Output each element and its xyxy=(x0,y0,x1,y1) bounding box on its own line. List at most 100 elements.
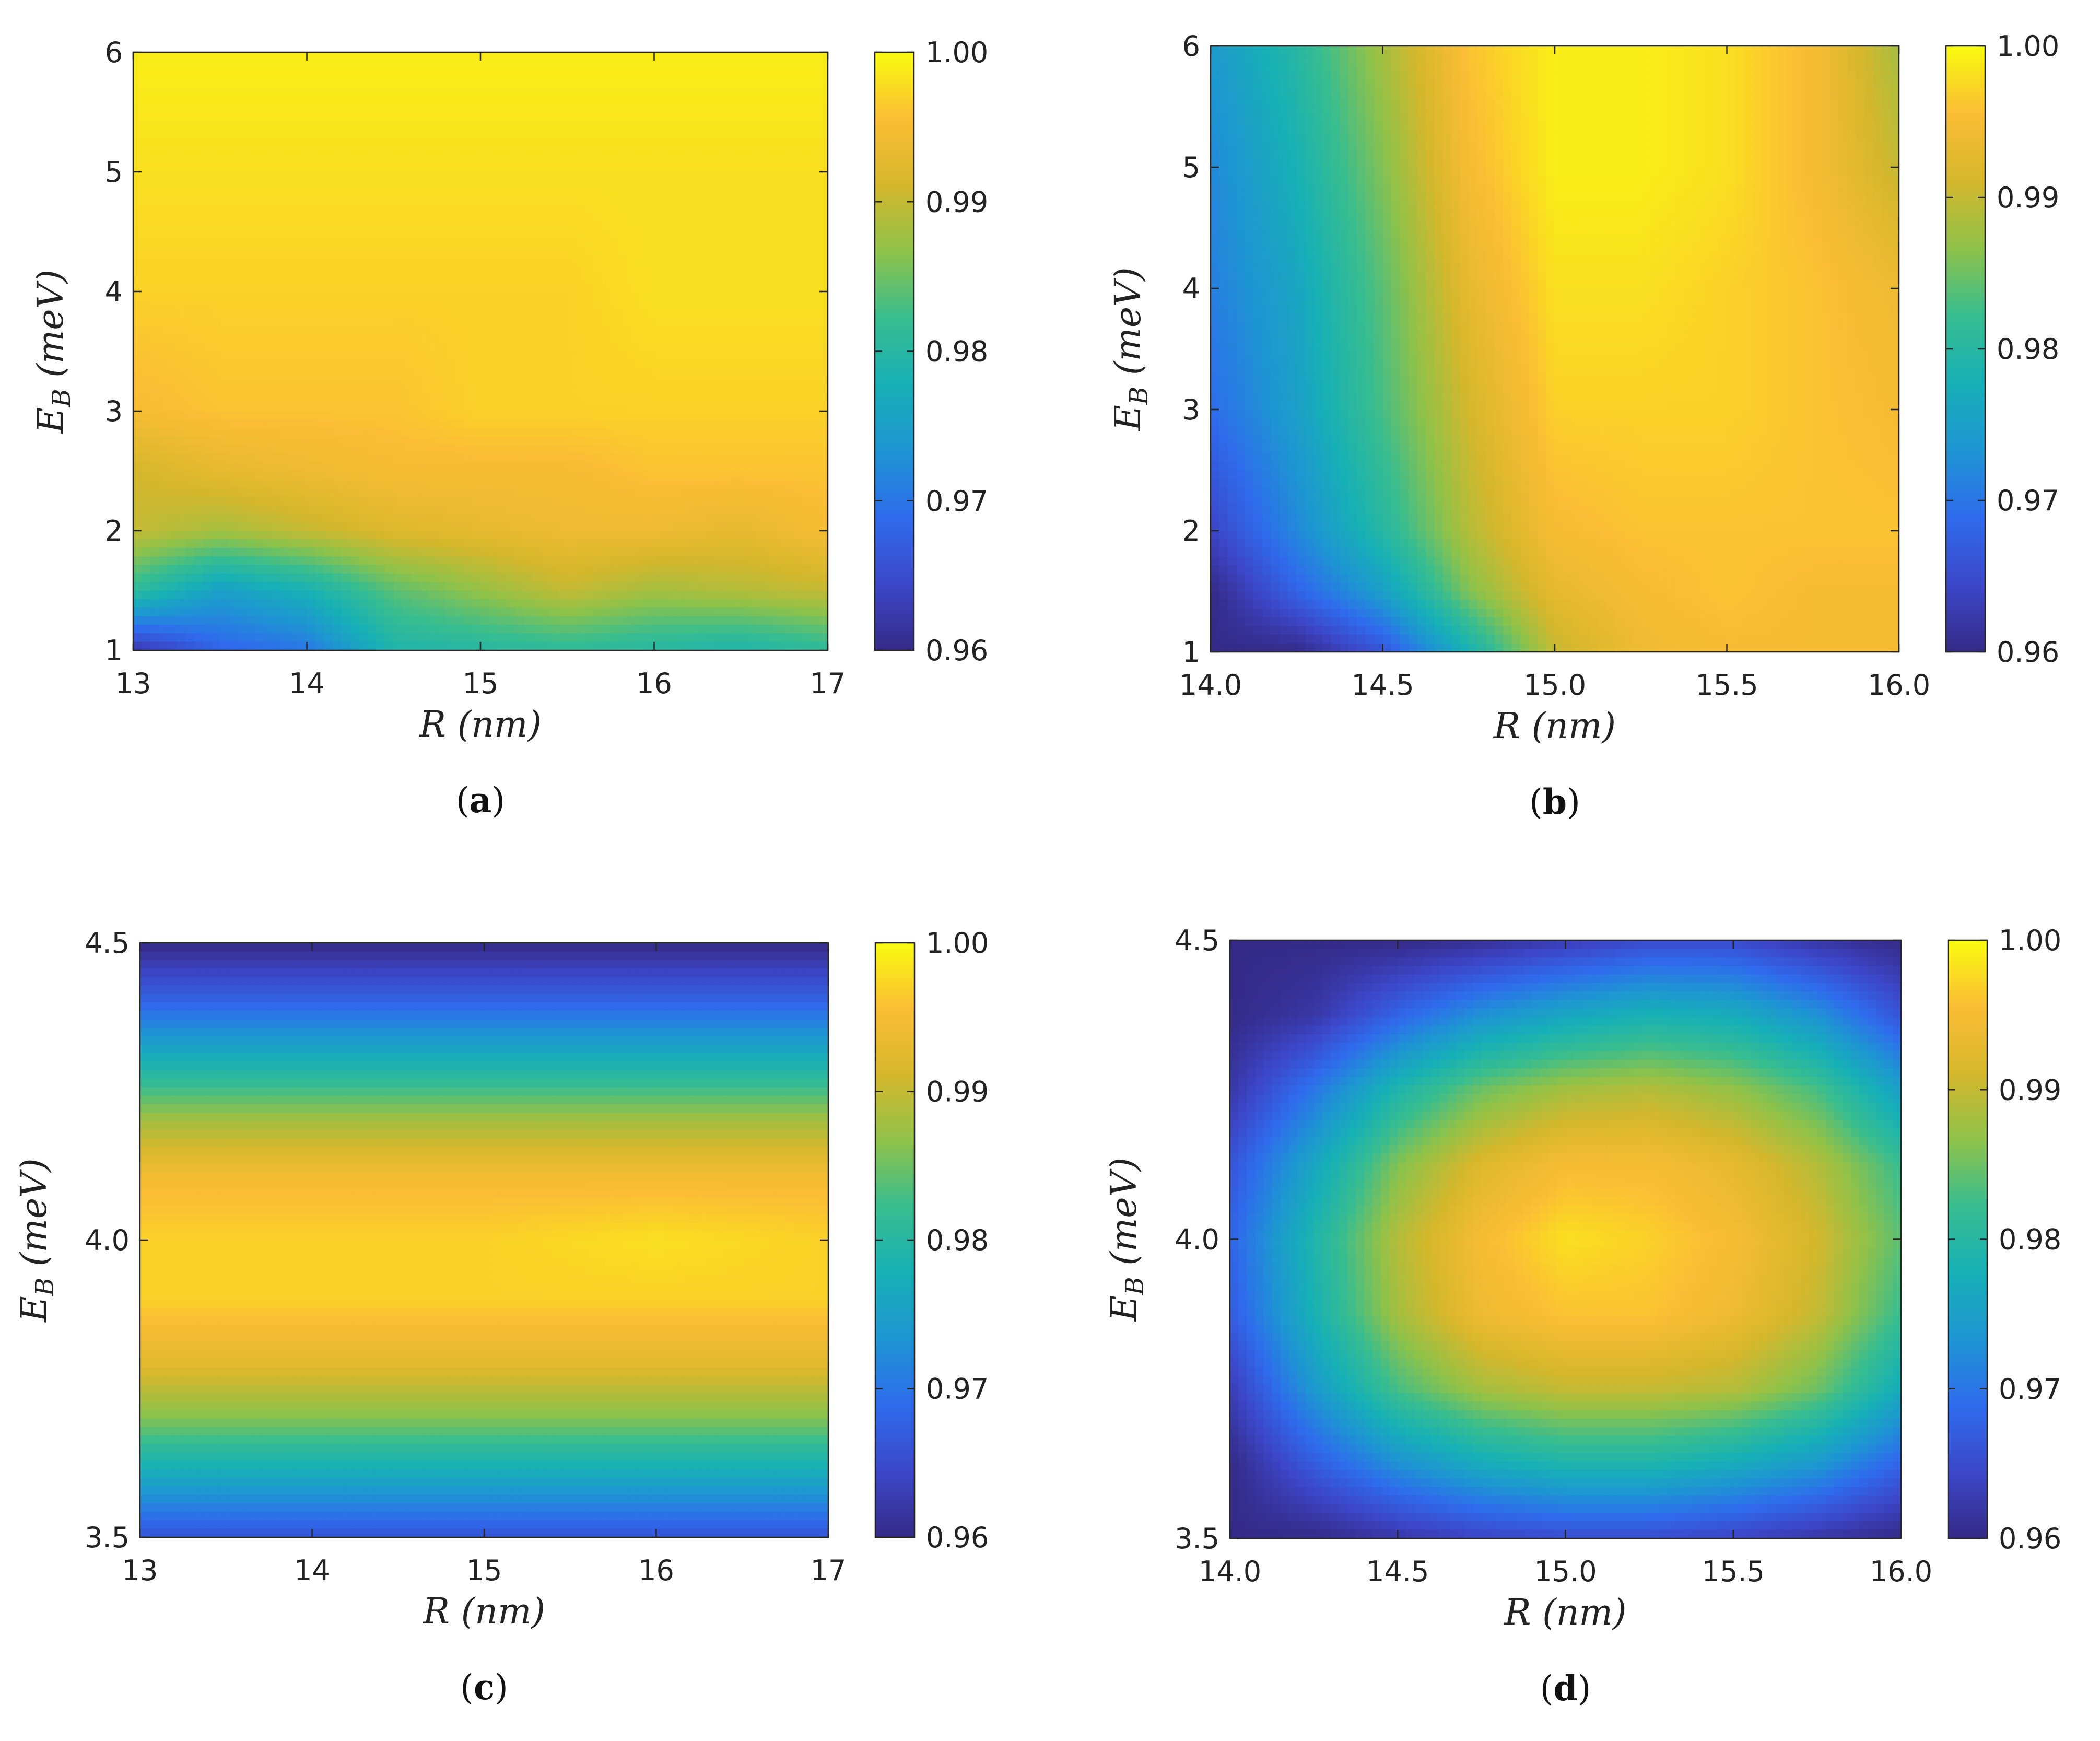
heatmap-cell xyxy=(454,547,464,557)
heatmap-cell xyxy=(324,573,334,582)
heatmap-cell xyxy=(532,274,542,284)
heatmap-cell xyxy=(602,172,612,181)
heatmap-cell xyxy=(454,556,464,566)
heatmap-cell xyxy=(419,565,429,574)
heatmap-cell xyxy=(741,146,750,156)
heatmap-cell xyxy=(732,257,742,266)
heatmap-cell xyxy=(246,471,255,480)
heatmap-cell xyxy=(671,163,681,172)
heatmap-cell xyxy=(168,61,177,70)
heatmap-cell xyxy=(680,462,689,472)
heatmap-cell xyxy=(298,582,308,591)
heatmap-cell xyxy=(723,343,733,352)
heatmap-cell xyxy=(272,146,281,156)
heatmap-cell xyxy=(177,445,186,454)
heatmap-cell xyxy=(628,437,638,446)
heatmap-cell xyxy=(272,419,281,429)
heatmap-cell xyxy=(723,453,733,463)
heatmap-cell xyxy=(220,69,229,78)
heatmap-cell xyxy=(246,78,255,87)
heatmap-cell xyxy=(558,172,568,181)
heatmap-cell xyxy=(342,556,351,566)
heatmap-cell xyxy=(428,274,438,284)
heatmap-cell xyxy=(350,334,360,343)
heatmap-cell xyxy=(272,325,281,335)
heatmap-cell xyxy=(645,274,655,284)
heatmap-cell xyxy=(576,317,585,326)
heatmap-cell xyxy=(367,419,377,429)
heatmap-cell xyxy=(819,249,828,258)
heatmap-cell xyxy=(567,368,577,378)
heatmap-cell xyxy=(376,325,385,335)
heatmap-cell xyxy=(272,95,281,104)
heatmap-cell xyxy=(203,513,212,523)
heatmap-cell xyxy=(697,505,707,515)
heatmap-cell xyxy=(706,112,715,121)
heatmap-cell xyxy=(428,505,438,515)
heatmap-cell xyxy=(298,394,308,403)
heatmap-cell xyxy=(194,112,203,121)
heatmap-cell xyxy=(454,265,464,275)
heatmap-cell xyxy=(133,214,143,224)
heatmap-cell xyxy=(628,488,638,497)
heatmap-cell xyxy=(628,531,638,540)
heatmap-cell xyxy=(619,496,629,506)
heatmap-cell xyxy=(428,163,438,172)
heatmap-cell xyxy=(142,479,151,489)
heatmap-cell xyxy=(637,257,646,266)
heatmap-cell xyxy=(385,496,394,506)
heatmap-cell xyxy=(714,513,724,523)
heatmap-cell xyxy=(489,163,499,172)
heatmap-cell xyxy=(142,197,151,207)
heatmap-cell xyxy=(524,385,533,395)
heatmap-cell xyxy=(237,513,247,523)
heatmap-cell xyxy=(402,137,412,147)
heatmap-cell xyxy=(142,547,151,557)
heatmap-cell xyxy=(532,95,542,104)
heatmap-cell xyxy=(472,129,481,138)
heatmap-cell xyxy=(342,573,351,582)
heatmap-cell xyxy=(723,565,733,574)
heatmap-cell xyxy=(185,180,195,190)
heatmap-cell xyxy=(802,565,811,574)
heatmap-cell xyxy=(714,137,724,147)
heatmap-cell xyxy=(776,394,785,403)
heatmap-cell xyxy=(584,86,594,96)
heatmap-cell xyxy=(567,351,577,360)
heatmap-cell xyxy=(550,283,559,292)
heatmap-cell xyxy=(489,223,499,232)
heatmap-cell xyxy=(489,402,499,412)
heatmap-cell xyxy=(645,78,655,87)
heatmap-cell xyxy=(280,95,290,104)
heatmap-cell xyxy=(767,351,777,360)
heatmap-cell xyxy=(689,462,698,472)
heatmap-cell xyxy=(741,539,750,548)
heatmap-cell xyxy=(342,206,351,215)
heatmap-cell xyxy=(402,291,412,301)
heatmap-cell xyxy=(706,240,715,250)
heatmap-cell xyxy=(411,61,420,70)
heatmap-cell xyxy=(150,249,160,258)
heatmap-cell xyxy=(714,547,724,557)
heatmap-cell xyxy=(663,291,672,301)
heatmap-cell xyxy=(289,522,299,531)
heatmap-cell xyxy=(498,453,507,463)
heatmap-cell xyxy=(376,223,385,232)
heatmap-cell xyxy=(741,377,750,386)
heatmap-cell xyxy=(680,308,689,318)
heatmap-cell xyxy=(246,180,255,190)
heatmap-cell xyxy=(159,69,169,78)
heatmap-cell xyxy=(506,78,516,87)
heatmap-cell xyxy=(697,547,707,557)
heatmap-cell xyxy=(333,428,342,437)
heatmap-cell xyxy=(254,78,264,87)
heatmap-cell xyxy=(489,445,499,454)
heatmap-cell xyxy=(333,402,342,412)
heatmap-cell xyxy=(645,428,655,437)
heatmap-cell xyxy=(645,52,655,62)
heatmap-cell xyxy=(498,86,507,96)
heatmap-cell xyxy=(315,308,325,318)
heatmap-cell xyxy=(246,505,255,515)
heatmap-cell xyxy=(645,496,655,506)
heatmap-cell xyxy=(402,300,412,309)
